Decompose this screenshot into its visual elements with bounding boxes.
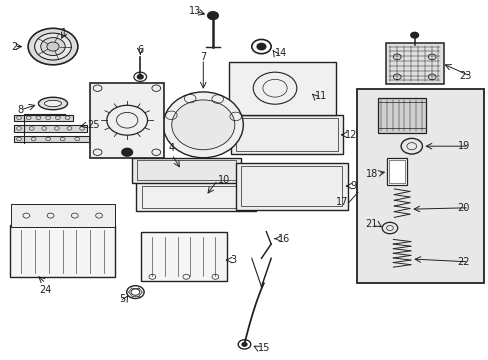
Text: 1: 1: [61, 28, 66, 39]
Text: 9: 9: [349, 181, 356, 191]
FancyBboxPatch shape: [90, 82, 163, 158]
FancyBboxPatch shape: [141, 232, 226, 281]
FancyBboxPatch shape: [377, 98, 426, 133]
FancyBboxPatch shape: [14, 136, 97, 142]
Text: 10: 10: [217, 175, 230, 185]
FancyBboxPatch shape: [357, 89, 484, 283]
Ellipse shape: [163, 92, 243, 158]
Text: 5: 5: [119, 294, 125, 304]
Text: 2: 2: [11, 41, 17, 51]
Text: 13: 13: [188, 6, 201, 16]
Text: 14: 14: [274, 48, 286, 58]
Text: 18: 18: [365, 168, 377, 179]
Text: 25: 25: [87, 120, 99, 130]
Text: 16: 16: [277, 234, 289, 244]
FancyBboxPatch shape: [228, 62, 335, 115]
Circle shape: [410, 32, 418, 38]
Text: 3: 3: [229, 255, 236, 265]
Text: 19: 19: [457, 141, 469, 151]
FancyBboxPatch shape: [386, 158, 407, 185]
Circle shape: [122, 148, 132, 156]
Ellipse shape: [28, 28, 78, 65]
Text: 4: 4: [168, 143, 175, 153]
FancyBboxPatch shape: [14, 114, 73, 121]
FancyBboxPatch shape: [131, 158, 241, 183]
FancyBboxPatch shape: [10, 225, 115, 277]
Text: 7: 7: [200, 52, 206, 62]
FancyBboxPatch shape: [230, 115, 342, 154]
Circle shape: [137, 75, 143, 79]
FancyBboxPatch shape: [136, 183, 255, 211]
Text: 6: 6: [137, 45, 143, 55]
Text: 12: 12: [345, 130, 357, 140]
Ellipse shape: [171, 100, 234, 150]
FancyBboxPatch shape: [385, 43, 443, 84]
Text: 21: 21: [365, 220, 377, 229]
FancyBboxPatch shape: [235, 163, 347, 210]
FancyBboxPatch shape: [11, 204, 114, 227]
Ellipse shape: [41, 37, 65, 55]
Circle shape: [207, 12, 218, 19]
Text: 17: 17: [336, 197, 348, 207]
Text: 22: 22: [456, 257, 469, 267]
Text: 20: 20: [457, 203, 469, 213]
Text: 11: 11: [314, 91, 326, 102]
Text: 24: 24: [40, 285, 52, 295]
Text: 8: 8: [18, 105, 23, 115]
Text: 15: 15: [257, 343, 269, 353]
Circle shape: [242, 343, 246, 346]
Ellipse shape: [35, 33, 71, 60]
Circle shape: [257, 43, 265, 50]
FancyBboxPatch shape: [14, 125, 87, 132]
Ellipse shape: [39, 97, 67, 110]
Ellipse shape: [44, 100, 61, 107]
Text: 23: 23: [458, 71, 470, 81]
Ellipse shape: [47, 42, 59, 51]
